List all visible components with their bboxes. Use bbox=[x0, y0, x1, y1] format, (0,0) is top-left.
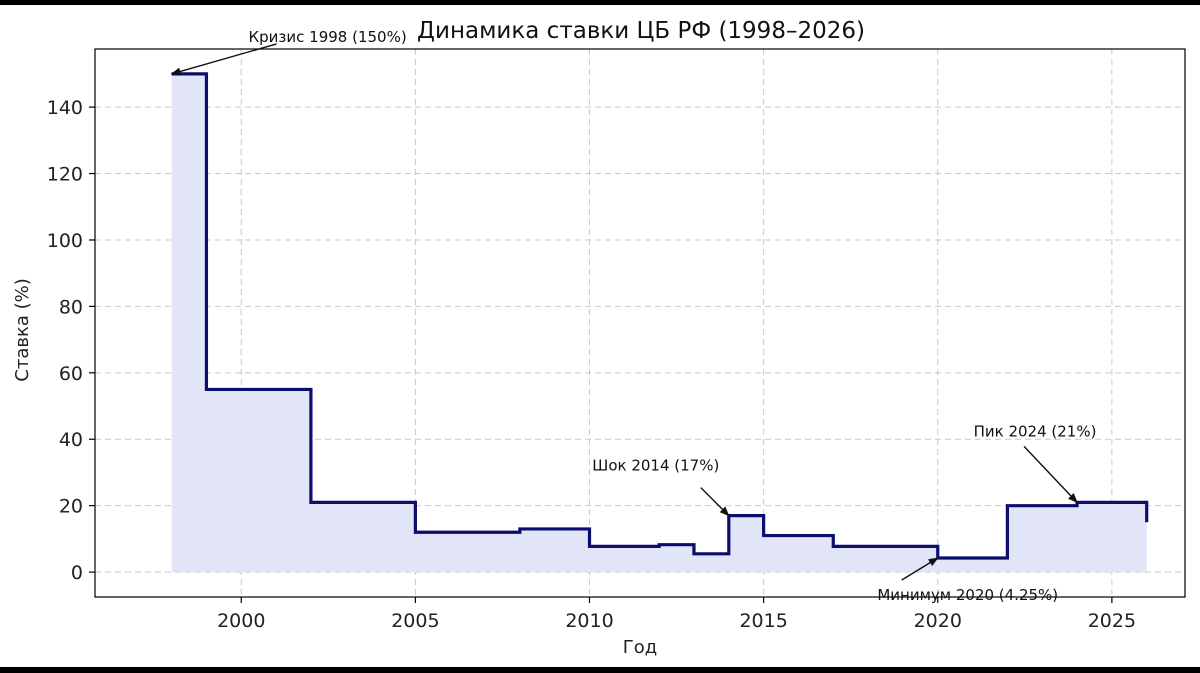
chart-title: Динамика ставки ЦБ РФ (1998–2026) bbox=[417, 18, 865, 44]
x-tick-label: 2005 bbox=[391, 610, 439, 632]
x-tick-label: 2015 bbox=[739, 610, 787, 632]
annotation-arrow bbox=[700, 487, 730, 517]
x-tick-label: 2010 bbox=[565, 610, 613, 632]
annotation-label: Минимум 2020 (4.25%) bbox=[877, 586, 1058, 604]
x-axis-ticks: 2000 2005 2010 2015 2020 2025 bbox=[217, 597, 1136, 632]
x-tick-label: 2000 bbox=[217, 610, 265, 632]
annotation-label: Кризис 1998 (150%) bbox=[249, 28, 407, 46]
x-tick-label: 2025 bbox=[1088, 610, 1136, 632]
area-fill-shape bbox=[171, 73, 1147, 573]
annotation-arrow bbox=[170, 43, 277, 76]
plot-frame bbox=[94, 48, 1186, 598]
y-axis-label: Ставка (%) bbox=[12, 278, 33, 381]
y-tick-label: 60 bbox=[59, 363, 83, 385]
area-fill bbox=[171, 73, 1147, 573]
y-tick-label: 20 bbox=[59, 496, 83, 518]
y-tick-label: 80 bbox=[59, 296, 83, 318]
y-tick-label: 100 bbox=[47, 230, 83, 252]
y-tick-label: 120 bbox=[47, 164, 83, 186]
y-axis-ticks: 0 20 40 60 80 100 120 140 bbox=[47, 97, 95, 584]
rate-step-line bbox=[171, 72, 1149, 560]
annotation-arrow bbox=[901, 557, 939, 581]
annotation-arrow bbox=[1023, 445, 1078, 504]
annotation-label: Шок 2014 (17%) bbox=[592, 457, 719, 475]
x-axis-label: Год bbox=[623, 637, 657, 658]
y-tick-label: 0 bbox=[71, 562, 83, 584]
chart-figure: Динамика ставки ЦБ РФ (1998–2026) 2000 20… bbox=[0, 5, 1200, 667]
series-line bbox=[171, 72, 1149, 560]
annotation-label: Пик 2024 (21%) bbox=[974, 422, 1097, 440]
line-chart: Динамика ставки ЦБ РФ (1998–2026) 2000 20… bbox=[12, 18, 1186, 658]
x-tick-label: 2020 bbox=[914, 610, 962, 632]
annotations: Кризис 1998 (150%) Шок 2014 (17%) Минимум … bbox=[170, 28, 1097, 604]
y-tick-label: 140 bbox=[47, 97, 83, 119]
y-tick-label: 40 bbox=[59, 429, 83, 451]
